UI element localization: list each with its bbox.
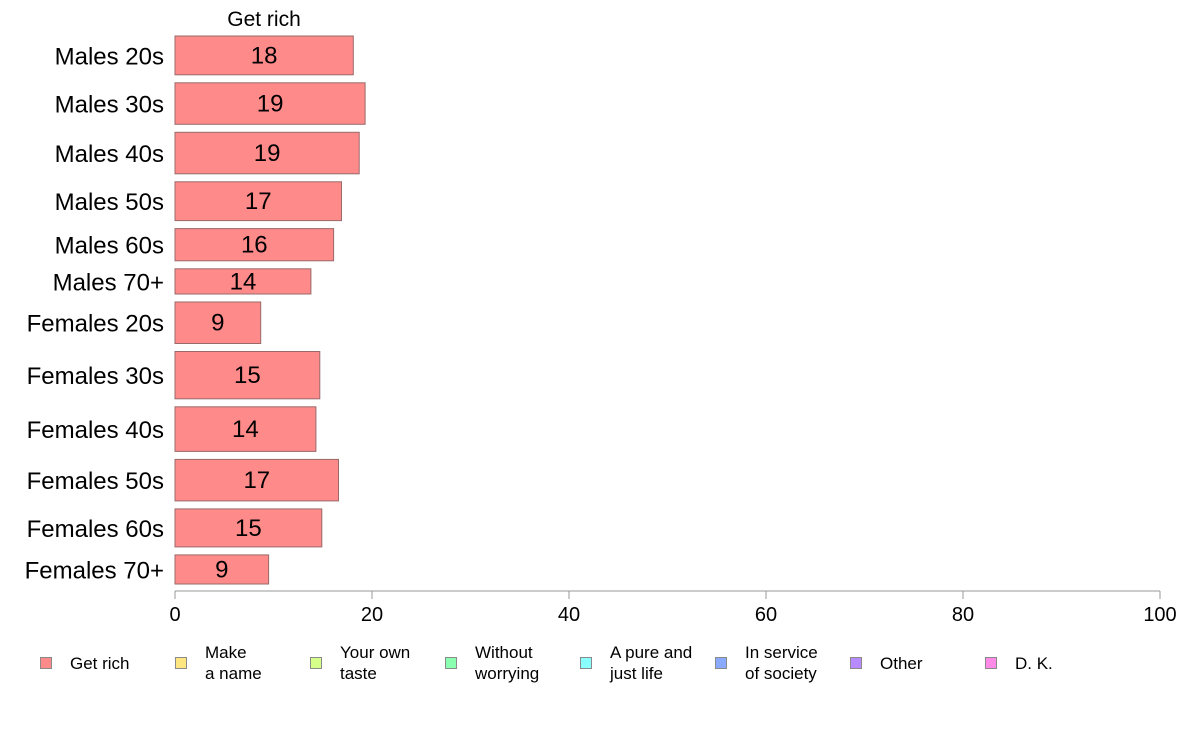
- bar-value-label: 17: [245, 188, 272, 215]
- x-axis: 0 20 40 60 80 100: [169, 590, 1177, 626]
- legend-swatch: [445, 657, 457, 669]
- category-label: Males 20s: [55, 43, 164, 70]
- bar: [174, 458, 339, 502]
- bar-value-label: 9: [215, 557, 228, 584]
- legend-swatch: [985, 657, 997, 669]
- bar-value-label: 18: [251, 42, 278, 69]
- bar-value-label: 14: [230, 268, 257, 295]
- bar: [174, 301, 262, 344]
- legend-swatch: [850, 657, 862, 669]
- bar: [174, 131, 360, 175]
- legend-swatch: [40, 657, 52, 669]
- bar: [174, 406, 317, 452]
- legend-label: A pure and just life: [610, 643, 693, 683]
- legend-swatch: [175, 657, 187, 669]
- category-label: Females 20s: [27, 311, 164, 338]
- legend-item: A pure and just life: [580, 640, 692, 686]
- category-label: Males 60s: [55, 233, 164, 260]
- x-tick-label: 40: [558, 604, 580, 626]
- category-label: Males 50s: [55, 189, 164, 216]
- x-tick-label: 60: [755, 604, 777, 626]
- category-label: Females 70+: [25, 558, 164, 585]
- x-tick-label: 20: [361, 604, 383, 626]
- bar-value-label: 9: [211, 310, 224, 337]
- legend-label: D. K.: [1015, 653, 1053, 673]
- legend-item: D. K.: [985, 640, 1053, 686]
- category-label: Males 30s: [55, 92, 164, 119]
- bar-value-label: 15: [235, 515, 262, 542]
- x-tick-label: 0: [169, 604, 180, 626]
- category-label: Females 50s: [27, 468, 164, 495]
- category-label: Males 40s: [55, 141, 164, 168]
- bar: [174, 554, 270, 585]
- legend-label: Your own taste: [340, 643, 411, 683]
- legend-item: Your own taste: [310, 640, 410, 686]
- legend-swatch: [580, 657, 592, 669]
- legend-label: Make a name: [205, 643, 262, 683]
- chart-title: Get rich: [227, 8, 301, 31]
- legend-label: Get rich: [70, 653, 130, 673]
- bar: [174, 181, 342, 222]
- x-tick-label: 80: [952, 604, 974, 626]
- bar-value-label: 17: [243, 467, 270, 494]
- bar-value-label: 14: [232, 416, 259, 443]
- legend-label: In service of society: [745, 643, 818, 683]
- legend: Get rich Make a name Your own taste Without…: [0, 640, 1188, 690]
- legend-item: Other: [850, 640, 923, 686]
- legend-item: Get rich: [40, 640, 130, 686]
- legend-item: Without worrying: [445, 640, 539, 686]
- bar: [174, 268, 312, 295]
- legend-swatch: [715, 657, 727, 669]
- category-label: Females 40s: [27, 417, 164, 444]
- bar: [174, 228, 335, 262]
- legend-item: In service of society: [715, 640, 818, 686]
- bar-value-label: 16: [241, 232, 268, 259]
- bar-value-label: 15: [234, 362, 261, 389]
- category-label: Males 70+: [53, 269, 164, 296]
- legend-label: Without worrying: [475, 643, 540, 683]
- legend-swatch: [310, 657, 322, 669]
- legend-item: Make a name: [175, 640, 262, 686]
- x-tick-label: 100: [1143, 604, 1176, 626]
- bar: [174, 508, 323, 548]
- bar-value-label: 19: [257, 91, 284, 118]
- bars-layer: 18 Males 20s 19 Males 30s 19 Males 40s 17 Males…: [25, 35, 366, 585]
- legend-label: Other: [880, 653, 923, 673]
- bar: [174, 82, 366, 125]
- category-label: Females 60s: [27, 516, 164, 543]
- bar: [174, 351, 321, 400]
- bar: [174, 35, 354, 76]
- category-label: Females 30s: [27, 363, 164, 390]
- bar-value-label: 19: [254, 140, 281, 167]
